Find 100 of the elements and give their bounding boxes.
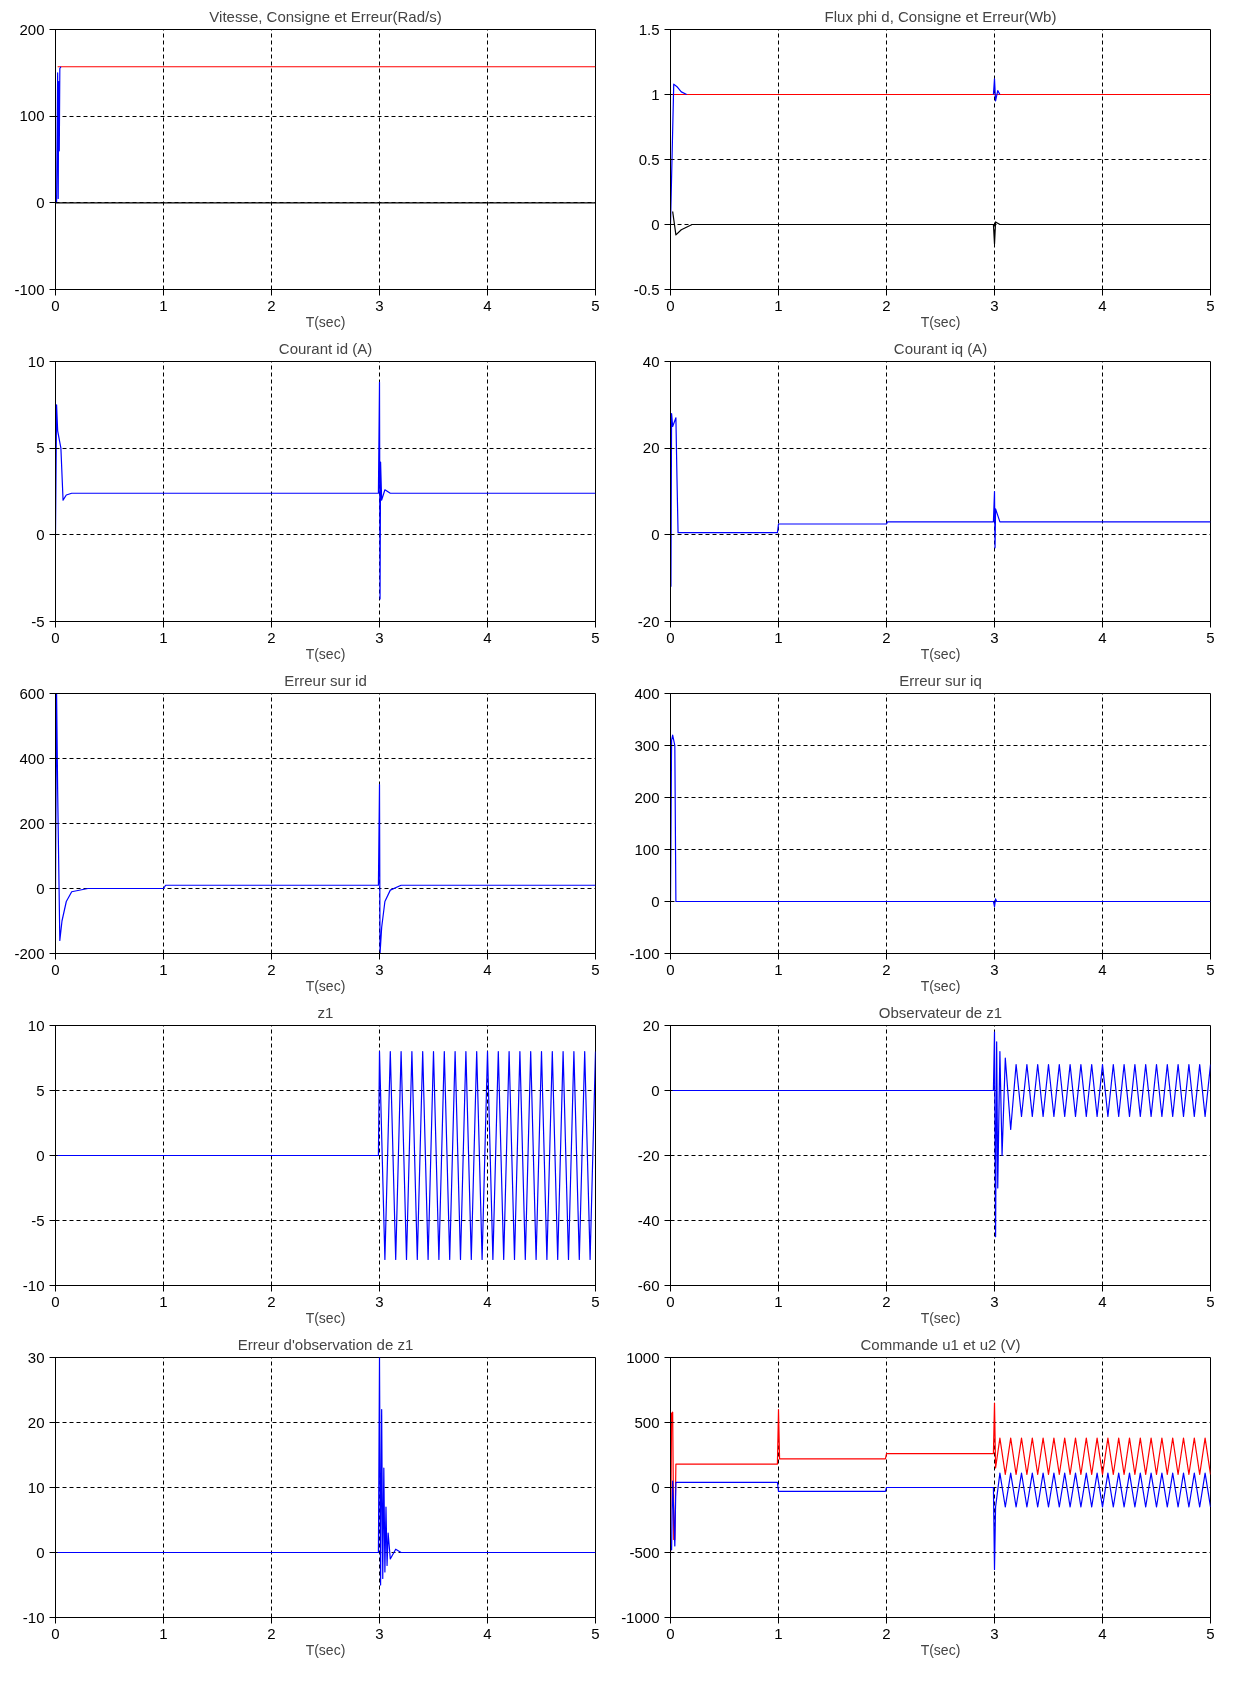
x-tick-label: 0 [666,628,675,646]
x-tick-label: 5 [1206,1624,1215,1642]
y-tick-label: 200 [19,814,45,832]
y-tick-label: 0 [651,525,660,543]
y-tick-label: -40 [637,1211,660,1229]
chart-title: Courant id (A) [278,339,373,357]
x-tick-label: 0 [666,1624,675,1642]
x-tick-label: 5 [591,628,600,646]
y-tick-label: 500 [634,1413,660,1431]
y-tick-label: 100 [19,107,45,125]
x-axis-title: T(sec) [920,313,961,330]
y-tick-label: 10 [27,352,45,370]
x-tick-label: 3 [990,960,999,978]
x-tick-label: 5 [1206,960,1215,978]
x-axis-title: T(sec) [920,1641,961,1658]
x-tick-label: 2 [267,628,276,646]
x-tick-label: 1 [159,296,168,314]
y-tick-label: 5 [36,1081,45,1099]
y-tick-label: 1.5 [638,20,660,38]
y-tick-label: 400 [19,749,45,767]
x-tick-label: 0 [51,296,60,314]
y-tick-label: 300 [634,736,660,754]
y-tick-label: 1 [651,85,660,103]
y-tick-label: 20 [642,1016,660,1034]
y-tick-label: -60 [637,1276,660,1294]
x-tick-label: 4 [1098,1624,1107,1642]
x-tick-label: 5 [1206,296,1215,314]
y-tick-label: -0.5 [633,280,660,298]
x-tick-label: 4 [1098,628,1107,646]
x-tick-label: 0 [51,960,60,978]
y-tick-label: -10 [22,1276,45,1294]
y-tick-label: 0 [36,525,45,543]
chart-title: Observateur de z1 [878,1003,1003,1021]
y-tick-label: 0.5 [638,150,660,168]
x-tick-label: 0 [51,1292,60,1310]
x-axis-title: T(sec) [305,313,346,330]
y-tick-label: 0 [36,193,45,211]
x-tick-label: 0 [666,1292,675,1310]
chart-title: Erreur sur id [284,671,367,689]
x-tick-label: 2 [882,1292,891,1310]
chart-title: Flux phi d, Consigne et Erreur(Wb) [824,7,1057,25]
x-tick-label: 4 [483,628,492,646]
x-tick-label: 0 [666,296,675,314]
y-tick-label: 5 [36,439,45,457]
y-tick-label: -5 [31,612,45,630]
y-tick-label: -100 [14,280,45,298]
chart-title: Vitesse, Consigne et Erreur(Rad/s) [209,7,442,25]
chart-title: Commande u1 et u2 (V) [860,1335,1021,1353]
x-tick-label: 1 [159,1624,168,1642]
x-tick-label: 4 [483,296,492,314]
x-tick-label: 1 [774,960,783,978]
y-tick-label: 20 [27,1413,45,1431]
y-tick-label: 40 [642,352,660,370]
x-axis-title: T(sec) [305,977,346,994]
y-tick-label: 10 [27,1016,45,1034]
x-tick-label: 4 [483,1624,492,1642]
x-tick-label: 1 [774,1624,783,1642]
x-tick-label: 0 [51,628,60,646]
y-tick-label: 600 [19,684,45,702]
x-tick-label: 2 [267,1292,276,1310]
x-tick-label: 5 [591,296,600,314]
y-tick-label: -100 [629,944,660,962]
x-tick-label: 3 [375,960,384,978]
x-tick-label: 2 [267,960,276,978]
y-tick-label: 200 [634,788,660,806]
x-tick-label: 5 [1206,1292,1215,1310]
y-tick-label: 20 [642,439,660,457]
y-tick-label: 0 [36,1543,45,1561]
y-tick-label: -1000 [621,1608,660,1626]
x-axis-title: T(sec) [305,645,346,662]
x-tick-label: 3 [375,1624,384,1642]
x-tick-label: 3 [990,628,999,646]
y-tick-label: 1000 [626,1348,660,1366]
x-tick-label: 1 [159,960,168,978]
x-tick-label: 0 [51,1624,60,1642]
x-tick-label: 4 [1098,296,1107,314]
y-tick-label: 0 [36,879,45,897]
chart-title: z1 [317,1003,334,1021]
x-tick-label: 5 [1206,628,1215,646]
y-tick-label: 100 [634,840,660,858]
x-tick-label: 2 [267,296,276,314]
x-tick-label: 5 [591,1292,600,1310]
chart-title: Courant iq (A) [893,339,988,357]
x-tick-label: 5 [591,960,600,978]
x-axis-title: T(sec) [920,645,961,662]
x-tick-label: 3 [990,296,999,314]
x-tick-label: 1 [159,628,168,646]
x-axis-title: T(sec) [305,1641,346,1658]
x-tick-label: 3 [990,1292,999,1310]
x-tick-label: 1 [774,296,783,314]
y-tick-label: 0 [651,215,660,233]
x-tick-label: 3 [375,296,384,314]
x-axis-title: T(sec) [920,1309,961,1326]
x-tick-label: 1 [774,628,783,646]
chart-title: Erreur sur iq [899,671,982,689]
y-tick-label: 0 [651,1081,660,1099]
x-tick-label: 2 [882,1624,891,1642]
x-tick-label: 3 [990,1624,999,1642]
y-tick-label: -200 [14,944,45,962]
y-tick-label: -5 [31,1211,45,1229]
